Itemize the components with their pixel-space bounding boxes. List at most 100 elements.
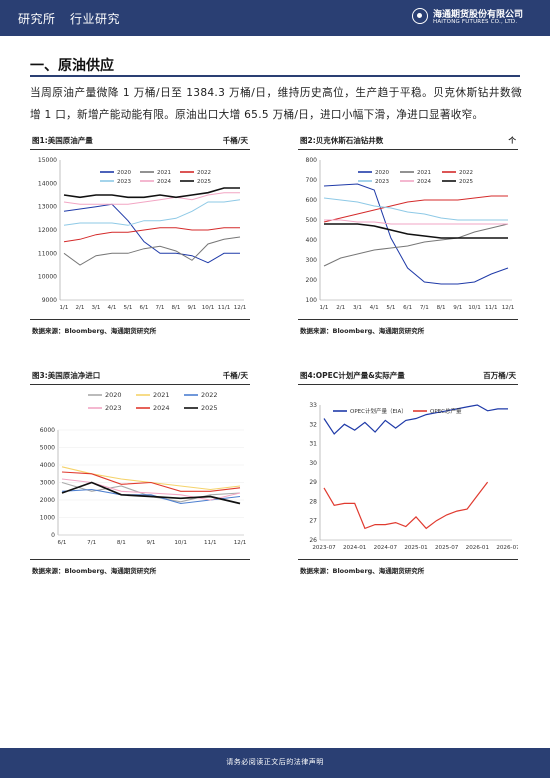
y-tick-label: 28 xyxy=(309,498,317,505)
x-tick-label: 2/1 xyxy=(336,305,345,311)
y-tick-label: 10000 xyxy=(38,274,57,281)
legend-label: 2024 xyxy=(157,179,171,185)
legend-label: 2022 xyxy=(201,391,218,399)
figure-us-crude-production: 图1:美国原油产量 千桶/天 9000 10000 11000 12000 13000 1… xyxy=(30,133,250,335)
x-tick-label: 9/1 xyxy=(146,540,155,546)
y-tick-label: 600 xyxy=(306,197,318,204)
y-tick-label: 15000 xyxy=(38,157,57,164)
x-tick-label: 11/1 xyxy=(485,305,498,311)
legend-label: 2021 xyxy=(157,170,171,176)
logo-company-en: HAITONG FUTURES CO., LTD. xyxy=(433,19,518,25)
y-tick-label: 800 xyxy=(306,157,318,164)
y-tick-label: 6000 xyxy=(40,427,55,434)
x-tick-label: 1/1 xyxy=(59,305,68,311)
y-tick-label: 100 xyxy=(306,297,318,304)
figure-source: 数据来源：Bloomberg、海通期货研究所 xyxy=(32,327,157,335)
legend-label: 2025 xyxy=(197,179,211,185)
figure-unit: 个 xyxy=(508,136,517,145)
y-tick-label: 2000 xyxy=(40,497,55,504)
series-line-2021 xyxy=(61,466,241,491)
y-tick-label: 700 xyxy=(306,177,318,184)
x-tick-label: 11/1 xyxy=(218,305,231,311)
x-tick-label: 3/1 xyxy=(353,305,362,311)
figure-title: 图3:美国原油净进口 xyxy=(32,371,101,380)
y-tick-label: 0 xyxy=(51,532,55,539)
x-tick-label: 2023-07 xyxy=(312,545,336,551)
logo-company-cn: 海通期货股份有限公司 xyxy=(433,10,524,20)
x-tick-label: 2026-07 xyxy=(496,545,518,551)
series-line-2025 xyxy=(61,481,241,505)
x-tick-label: 2024-07 xyxy=(374,545,398,551)
y-tick-label: 9000 xyxy=(42,297,57,304)
x-tick-label: 9/1 xyxy=(187,305,196,311)
legend-label: 2021 xyxy=(417,170,431,176)
x-tick-label: 2026-01 xyxy=(466,545,490,551)
company-logo: 海通期货股份有限公司 HAITONG FUTURES CO., LTD. xyxy=(412,6,532,30)
y-tick-label: 32 xyxy=(309,421,317,428)
x-tick-label: 9/1 xyxy=(453,305,462,311)
figure-unit: 千桶/天 xyxy=(222,136,248,145)
x-tick-label: 8/1 xyxy=(117,540,126,546)
figure-title: 图4:OPEC计划产量&实际产量 xyxy=(300,371,405,380)
x-tick-label: 7/1 xyxy=(155,305,164,311)
x-tick-label: 2025-07 xyxy=(435,545,459,551)
legend-label: 2023 xyxy=(105,404,122,412)
y-tick-label: 29 xyxy=(309,479,317,486)
figure-title: 图1:美国原油产量 xyxy=(32,136,93,145)
series-line-2024 xyxy=(324,219,508,225)
figure-title: 图2:贝克休斯石油钻井数 xyxy=(300,136,384,145)
legend-label: 2022 xyxy=(459,170,473,176)
figure-baker-hughes-rigs: 图2:贝克休斯石油钻井数 个 100 200 300 400 500 600 700 800 1… xyxy=(298,133,518,335)
header-bar: 研究所 行业研究 海通期货股份有限公司 HAITONG FUTURES CO.,… xyxy=(0,0,550,36)
legend-label: OPEC总产量 xyxy=(430,407,462,415)
section-title: 一、原油供应 xyxy=(30,58,114,74)
x-tick-label: 10/1 xyxy=(468,305,481,311)
x-tick-label: 10/1 xyxy=(174,540,187,546)
section-paragraph: 当周原油产量微降 1 万桶/日至 1384.3 万桶/日，维持历史高位，生产趋于… xyxy=(30,87,522,121)
series-line-2025 xyxy=(324,223,508,239)
series-line-2023 xyxy=(323,197,508,221)
x-tick-label: 2/1 xyxy=(75,305,84,311)
legend-label: 2020 xyxy=(105,391,122,399)
x-tick-label: 1/1 xyxy=(319,305,328,311)
y-tick-label: 12000 xyxy=(38,227,57,234)
y-tick-label: 14000 xyxy=(38,180,57,187)
y-tick-label: 33 xyxy=(309,402,317,409)
x-tick-label: 4/1 xyxy=(370,305,379,311)
chart-baker-hughes-rigs: 100 200 300 400 500 600 700 800 1/1 2/1 3/1 4/1 5/1 6… xyxy=(306,157,515,311)
y-tick-label: 26 xyxy=(309,537,317,544)
x-tick-label: 8/1 xyxy=(171,305,180,311)
legend-label: 2022 xyxy=(197,170,211,176)
footer-bar: 请务必阅读正文后的法律声明 xyxy=(0,748,550,778)
series-line-2023 xyxy=(63,199,241,226)
y-tick-label: 13000 xyxy=(38,204,57,211)
y-tick-label: 200 xyxy=(306,277,318,284)
figure-source: 数据来源：Bloomberg、海通期货研究所 xyxy=(300,327,425,335)
legend-label: 2021 xyxy=(153,391,170,399)
legend-label: 2023 xyxy=(375,179,389,185)
figure-unit: 千桶/天 xyxy=(222,371,248,380)
x-tick-label: 7/1 xyxy=(87,540,96,546)
legend-label: 2023 xyxy=(117,179,131,185)
x-tick-label: 10/1 xyxy=(202,305,215,311)
header-tab-industry-research: 行业研究 xyxy=(70,12,121,26)
chart-us-net-imports: 0 1000 2000 3000 4000 5000 6000 6/1 7/1 8/1 9/1 10/… xyxy=(40,391,247,546)
y-tick-label: 300 xyxy=(306,257,318,264)
y-tick-label: 30 xyxy=(309,460,317,467)
x-tick-label: 11/1 xyxy=(204,540,217,546)
y-tick-label: 500 xyxy=(306,217,318,224)
x-tick-label: 5/1 xyxy=(386,305,395,311)
y-tick-label: 5000 xyxy=(40,445,55,452)
series-line-2020 xyxy=(63,203,240,264)
x-tick-label: 6/1 xyxy=(57,540,66,546)
series-line-2024 xyxy=(61,471,241,492)
y-tick-label: 11000 xyxy=(38,250,57,257)
x-tick-label: 7/1 xyxy=(420,305,429,311)
series-line-2024 xyxy=(63,192,240,205)
y-tick-label: 3000 xyxy=(40,480,55,487)
x-tick-label: 12/1 xyxy=(234,305,247,311)
logo-icon xyxy=(412,8,428,24)
x-tick-label: 2025-01 xyxy=(404,545,428,551)
series-line-2021 xyxy=(323,223,509,267)
footer-legal-notice: 请务必阅读正文后的法律声明 xyxy=(226,758,324,766)
